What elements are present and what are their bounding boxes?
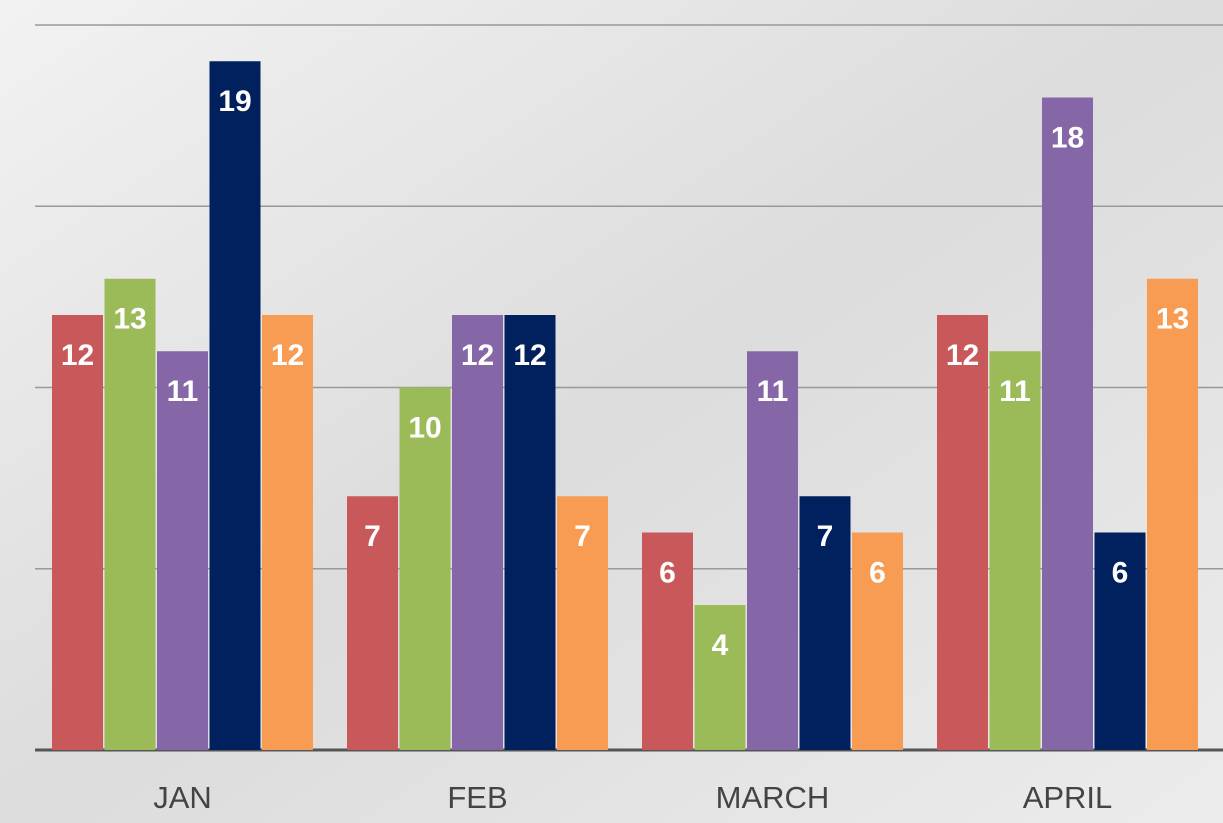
bar [452,315,503,750]
bar [1094,532,1146,750]
bar [642,532,693,750]
value-label: 6 [659,556,676,589]
x-tick-label: JAN [153,780,212,815]
bar [1042,97,1093,750]
bar [799,496,851,750]
bar [1147,278,1198,750]
value-label: 13 [1156,303,1189,336]
value-label: 11 [999,375,1031,408]
bar [157,351,208,750]
bar [557,496,608,750]
value-label: 12 [271,339,304,372]
value-label: 18 [1051,121,1084,154]
bar [989,351,1041,750]
value-label: 12 [61,339,94,372]
bar [209,61,261,750]
value-label: 19 [218,85,251,118]
x-tick-label: MARCH [716,780,830,815]
bar [399,387,451,750]
bar [694,605,746,750]
bar [852,532,903,750]
x-tick-label: APRIL [1023,780,1113,815]
x-tick-label: FEB [447,780,507,815]
value-label: 10 [408,411,441,444]
value-label: 12 [946,339,979,372]
bar [262,315,313,750]
value-label: 6 [869,556,886,589]
value-label: 11 [167,375,199,408]
value-label: 12 [461,339,494,372]
value-label: 6 [1112,556,1129,589]
value-label: 7 [817,520,834,553]
bar [504,315,556,750]
bar [52,315,103,750]
bar [937,315,988,750]
value-label: 12 [513,339,546,372]
value-label: 4 [712,629,729,662]
bar [747,351,798,750]
value-label: 7 [574,520,591,553]
bar [347,496,398,750]
value-label: 11 [757,375,789,408]
value-label: 7 [364,520,381,553]
value-label: 13 [113,303,146,336]
bar [104,278,156,750]
